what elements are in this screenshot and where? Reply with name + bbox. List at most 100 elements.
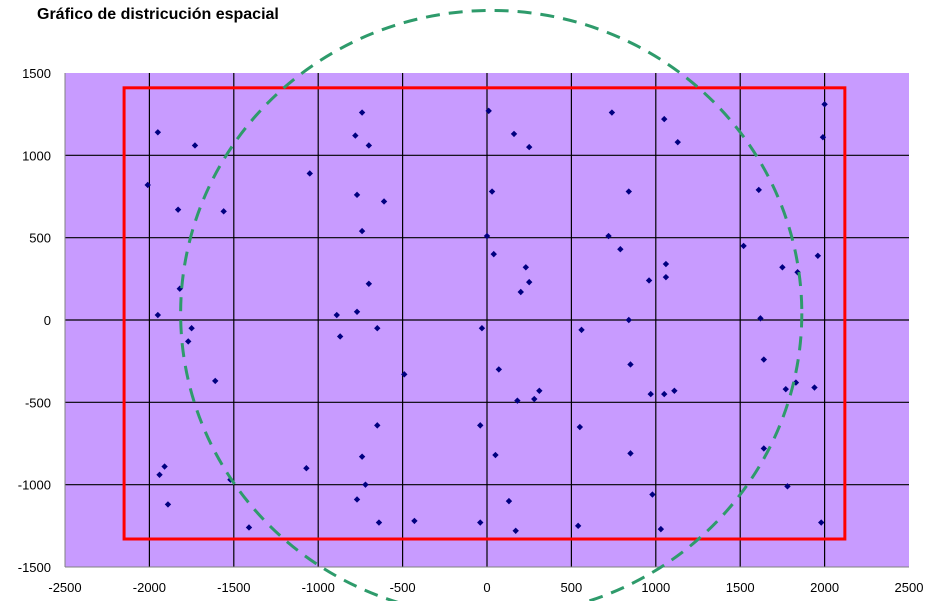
data-point	[536, 387, 543, 395]
data-point	[495, 366, 503, 373]
data-point	[220, 208, 227, 215]
y-tick-label: 1500	[22, 66, 51, 81]
data-point	[374, 325, 381, 332]
x-tick-label: -1500	[217, 580, 250, 595]
data-point	[191, 142, 199, 149]
data-point	[531, 395, 538, 403]
data-point	[819, 134, 827, 141]
y-tick-label: 1000	[22, 148, 51, 163]
data-point	[306, 170, 313, 177]
gridlines	[64, 73, 909, 568]
data-point	[401, 371, 408, 378]
data-point	[627, 450, 634, 457]
data-point	[477, 519, 484, 526]
tick-labels: -1500 -1000 -500 0 500 1000 1500 -2500 -2000 -150…	[18, 66, 924, 595]
data-point	[176, 285, 183, 292]
data-point	[164, 501, 172, 508]
data-point	[478, 325, 486, 332]
x-tick-label: -1000	[302, 580, 335, 595]
data-point	[411, 517, 418, 525]
data-point	[144, 181, 151, 189]
data-point	[671, 387, 678, 395]
data-point	[154, 311, 162, 319]
data-point	[674, 138, 681, 146]
data-point	[645, 277, 653, 284]
data-point	[212, 377, 219, 385]
data-point	[375, 519, 383, 526]
data-point	[490, 250, 497, 258]
x-tick-label: 2000	[810, 580, 839, 595]
data-point	[784, 483, 791, 490]
data-point	[188, 325, 195, 332]
y-tick-label: 0	[44, 313, 51, 328]
data-point	[353, 191, 361, 199]
data-point	[811, 384, 818, 391]
data-point	[374, 422, 381, 429]
data-point	[156, 471, 163, 478]
data-point	[661, 115, 668, 123]
data-point	[353, 308, 361, 315]
data-point	[625, 188, 632, 195]
data-point	[362, 481, 369, 488]
data-point	[517, 288, 524, 296]
data-point	[352, 132, 359, 139]
y-tick-label: 500	[29, 231, 51, 246]
data-point	[485, 107, 492, 115]
data-point	[358, 109, 366, 116]
data-point	[333, 311, 340, 319]
data-point	[154, 129, 162, 136]
data-point	[488, 188, 496, 195]
y-tick-label: -1000	[18, 478, 51, 493]
data-point	[740, 242, 747, 250]
x-tick-label: 500	[561, 580, 583, 595]
data-point	[336, 333, 344, 340]
data-point	[380, 198, 388, 205]
data-point	[185, 338, 192, 345]
data-point	[779, 264, 786, 271]
data-point	[161, 463, 168, 470]
boundary-rectangle	[122, 86, 847, 541]
data-point	[627, 361, 634, 368]
data-point	[818, 519, 825, 526]
data-point	[760, 445, 768, 452]
data-point	[755, 186, 762, 194]
data-point	[358, 453, 366, 460]
data-point	[576, 423, 584, 431]
data-point	[662, 273, 670, 281]
y-tick-label: -1500	[18, 560, 51, 575]
data-point	[814, 252, 822, 259]
data-point	[647, 390, 654, 398]
x-tick-label: -500	[390, 580, 416, 595]
data-point	[657, 525, 665, 533]
data-point	[505, 497, 513, 505]
data-point	[512, 527, 519, 534]
data-point	[757, 315, 764, 322]
data-point	[821, 101, 828, 108]
data-point	[358, 227, 366, 235]
data-point	[605, 232, 612, 240]
x-tick-label: 1000	[641, 580, 670, 595]
boundary-circle	[179, 9, 804, 601]
x-tick-label: 0	[483, 580, 490, 595]
chart-title: Gráfico de districución espacial	[37, 6, 279, 23]
data-point	[782, 385, 789, 393]
data-point	[522, 264, 530, 271]
data-point	[492, 451, 499, 459]
data-point	[365, 142, 373, 149]
x-tick-label: -2500	[48, 580, 81, 595]
data-point	[477, 422, 484, 429]
data-point	[526, 143, 533, 151]
data-point	[514, 397, 521, 404]
data-point	[303, 465, 310, 472]
data-point	[574, 522, 582, 530]
data-point	[794, 269, 801, 276]
data-point	[792, 379, 800, 386]
data-point	[625, 316, 632, 324]
x-tick-label: 2500	[895, 580, 924, 595]
data-point	[661, 390, 668, 398]
data-point	[245, 524, 253, 531]
x-tick-label: -2000	[133, 580, 166, 595]
data-point	[608, 109, 616, 116]
data-point	[617, 245, 624, 253]
